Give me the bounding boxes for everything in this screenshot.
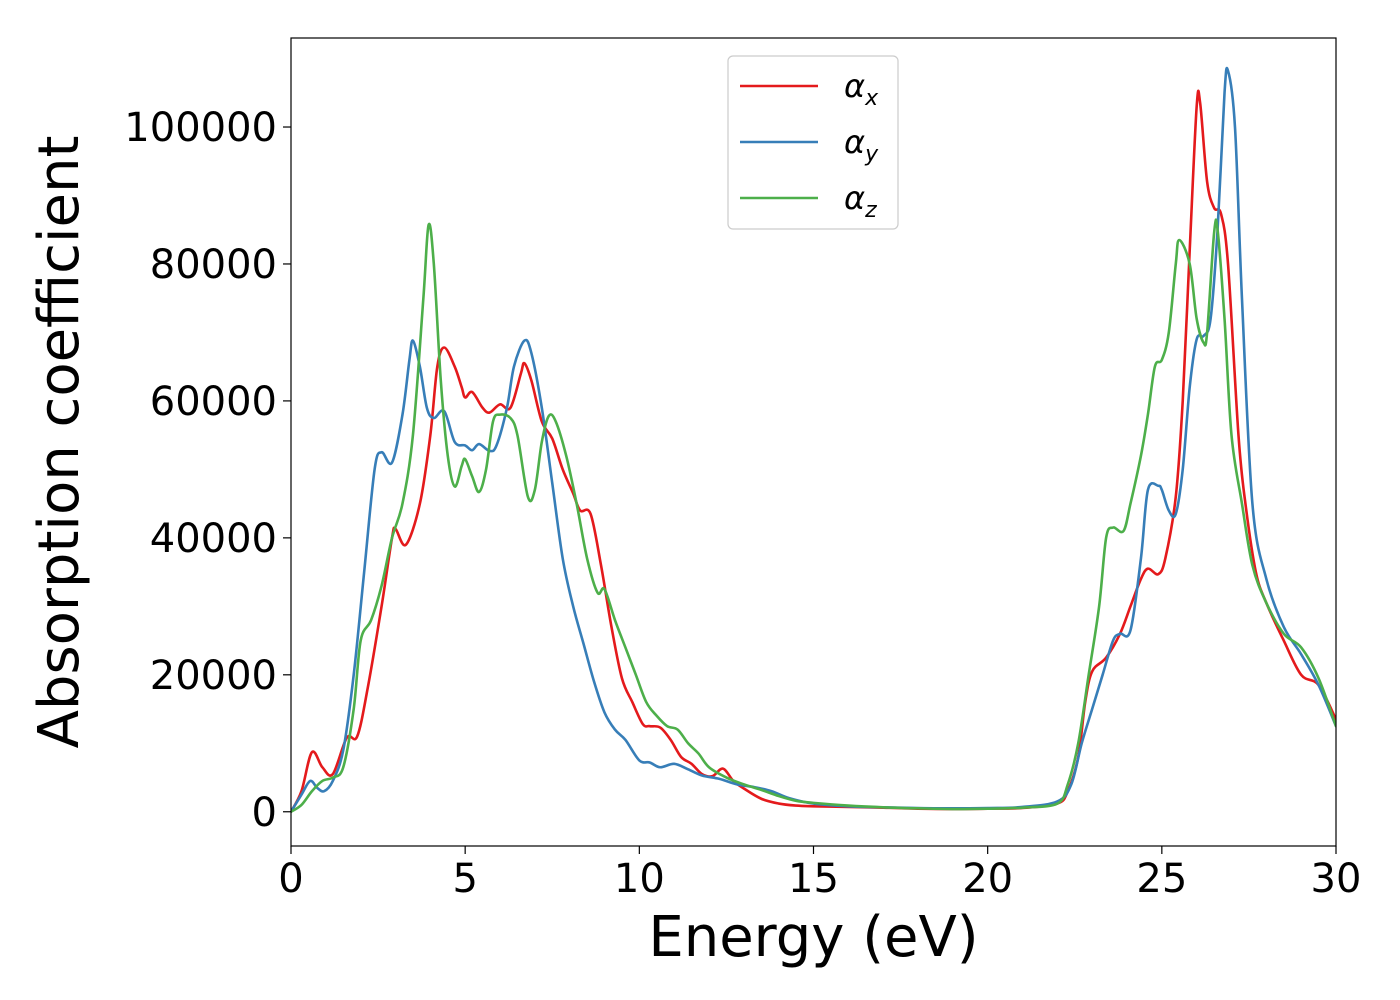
x-tick-label: 30	[1311, 856, 1362, 902]
y-axis-title: Absorption coefficient	[27, 136, 92, 749]
y-axis: 0 20000 40000 60000 80000 100000	[124, 105, 291, 836]
series-line-alpha-y	[291, 66, 1336, 814]
x-axis: 0 5 10 15 20 25 30	[278, 846, 1361, 902]
y-tick-label: 40000	[150, 516, 277, 562]
x-tick-label: 15	[788, 856, 839, 902]
y-tick-label: 0	[252, 790, 277, 836]
y-tick-label: 80000	[150, 242, 277, 288]
x-tick-label: 10	[614, 856, 665, 902]
y-tick-label: 60000	[150, 379, 277, 425]
x-tick-label: 5	[452, 856, 477, 902]
x-tick-label: 20	[962, 856, 1013, 902]
y-tick-label: 100000	[124, 105, 277, 151]
x-tick-label: 25	[1136, 856, 1187, 902]
y-tick-label: 20000	[150, 653, 277, 699]
series-line-alpha-z	[291, 218, 1336, 814]
x-axis-title: Energy (eV)	[648, 905, 978, 970]
series-layer	[291, 66, 1336, 814]
x-tick-label: 0	[278, 856, 303, 902]
